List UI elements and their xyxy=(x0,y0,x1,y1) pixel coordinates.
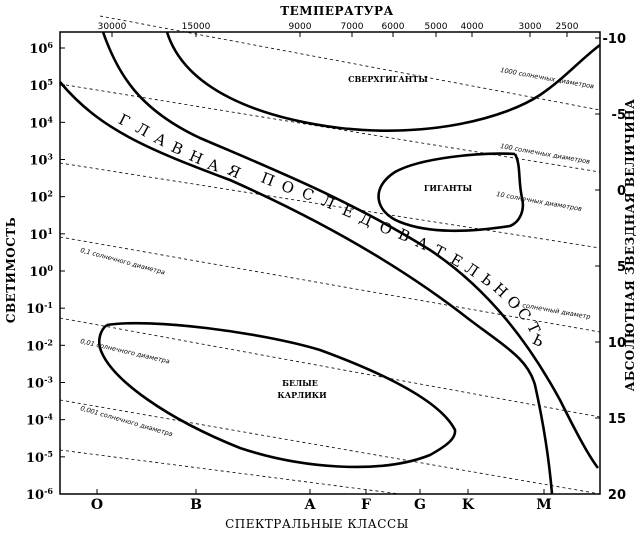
luminosity-tick-label: 10-1 xyxy=(26,300,53,317)
main-sequence-label-letter: Л xyxy=(133,119,153,141)
spectral-class-label: O xyxy=(91,497,103,513)
main-sequence-label-letter: П xyxy=(258,169,277,191)
spectral-class-label: G xyxy=(414,497,426,513)
spectral-class-label: B xyxy=(190,497,202,513)
diameter-label-0-1: 0,1 солнечного диаметра xyxy=(79,246,165,276)
main-sequence-lower-edge xyxy=(59,81,554,495)
temperature-tick-label: 5000 xyxy=(425,22,448,32)
main-sequence-label-letter: О xyxy=(279,177,297,198)
white-dwarfs-label-line1: БЕЛЫЕ xyxy=(282,378,318,388)
temperature-tick-label: 30000 xyxy=(98,22,127,32)
temperature-tick-label: 3000 xyxy=(519,22,542,32)
luminosity-axis-title: СВЕТИМОСТЬ xyxy=(4,217,18,323)
diameter-line-10 xyxy=(59,162,601,249)
main-sequence-label-letter: Е xyxy=(447,250,466,271)
main-sequence-label-letter: Л xyxy=(319,192,338,214)
luminosity-tick-label: 103 xyxy=(29,152,53,169)
main-sequence-label-letter: А xyxy=(205,155,222,176)
spectral-class-label: A xyxy=(304,497,317,513)
diameter-line-100 xyxy=(59,83,601,173)
diameter-line-0-01 xyxy=(59,399,601,495)
luminosity-tick-label: 106 xyxy=(29,40,53,57)
luminosity-tick-label: 10-3 xyxy=(26,375,53,392)
axis-ticks: 30000 15000 9000 7000 6000 5000 4000 3000 2500 10… xyxy=(26,22,626,513)
diameter-label-1000: 1000 солнечных диаметров xyxy=(500,66,595,90)
main-sequence-label-letter: О xyxy=(377,218,395,239)
temperature-tick-label: 2500 xyxy=(556,22,579,32)
main-sequence-upper-edge xyxy=(101,31,600,469)
magnitude-tick-label: -5 xyxy=(612,108,626,123)
magnitude-tick-label: 0 xyxy=(617,184,626,199)
temperature-tick-label: 7000 xyxy=(341,22,364,32)
giants-label: ГИГАНТЫ xyxy=(424,183,473,193)
diameter-label-0-001: 0,001 солнечного диаметра xyxy=(79,404,173,438)
main-sequence-label-letter: А xyxy=(413,233,432,254)
magnitude-tick-label: 10 xyxy=(608,336,626,351)
diameter-line-1 xyxy=(59,236,601,333)
luminosity-tick-label: 10-5 xyxy=(26,449,53,466)
magnitude-tick-label: 15 xyxy=(608,412,626,427)
spectral-class-label: F xyxy=(361,497,371,513)
main-sequence-label-letter: Г xyxy=(116,110,133,131)
luminosity-tick-label: 101 xyxy=(29,226,53,243)
plot-frame xyxy=(59,31,601,495)
main-sequence-label-letter: Е xyxy=(339,201,356,222)
temperature-axis-title: ТЕМПЕРАТУРА xyxy=(280,4,394,18)
luminosity-tick-label: 102 xyxy=(29,189,53,206)
diameter-line-1000 xyxy=(99,15,601,111)
main-sequence-label-letter: Д xyxy=(357,209,376,230)
white-dwarfs-region xyxy=(97,321,457,469)
temperature-tick-label: 4000 xyxy=(461,22,484,32)
luminosity-tick-label: 105 xyxy=(29,77,53,94)
magnitude-tick-label: 20 xyxy=(608,488,626,503)
temperature-tick-label: 9000 xyxy=(289,22,312,32)
main-sequence-label-letter: В xyxy=(395,225,412,246)
luminosity-tick-label: 10-2 xyxy=(26,337,53,354)
diameter-label-0-01: 0,01 солнечного диаметра xyxy=(80,337,171,365)
main-sequence-label-letter: Т xyxy=(431,241,448,262)
supergiants-label: СВЕРХГИГАНТЫ xyxy=(348,74,428,84)
diameter-lines xyxy=(59,15,601,495)
main-sequence-label-letter: А xyxy=(151,129,170,151)
spectral-class-label: K xyxy=(462,497,475,513)
luminosity-tick-label: 100 xyxy=(29,263,53,280)
magnitude-tick-label: 5 xyxy=(617,260,626,275)
white-dwarfs-label-line2: КАРЛИКИ xyxy=(277,390,327,400)
main-sequence-label-letter: Н xyxy=(489,279,511,301)
main-sequence-label-letter: С xyxy=(299,184,316,205)
temperature-tick-label: 6000 xyxy=(382,22,405,32)
diameter-label-10: 10 солнечных диаметров xyxy=(496,190,583,213)
giants-region xyxy=(377,152,525,233)
luminosity-tick-label: 10-4 xyxy=(26,412,53,429)
diameter-labels: 1000 солнечных диаметров 100 солнечных д… xyxy=(79,66,594,438)
diameter-line-0-001 xyxy=(59,449,401,495)
spectral-axis-title: СПЕКТРАЛЬНЫЕ КЛАССЫ xyxy=(225,517,409,531)
luminosity-tick-label: 104 xyxy=(29,114,53,131)
temperature-tick-label: 15000 xyxy=(182,22,211,32)
main-sequence-band xyxy=(59,31,600,495)
supergiants-region xyxy=(165,31,601,132)
magnitude-axis-title: АБСОЛЮТНАЯ ЗВЕЗДНАЯ ВЕЛИЧИНА xyxy=(623,99,637,392)
spectral-class-label: M xyxy=(536,497,552,513)
luminosity-tick-label: 10-6 xyxy=(26,486,53,503)
magnitude-tick-label: -10 xyxy=(603,32,627,47)
diameter-line-0-1 xyxy=(59,317,601,418)
